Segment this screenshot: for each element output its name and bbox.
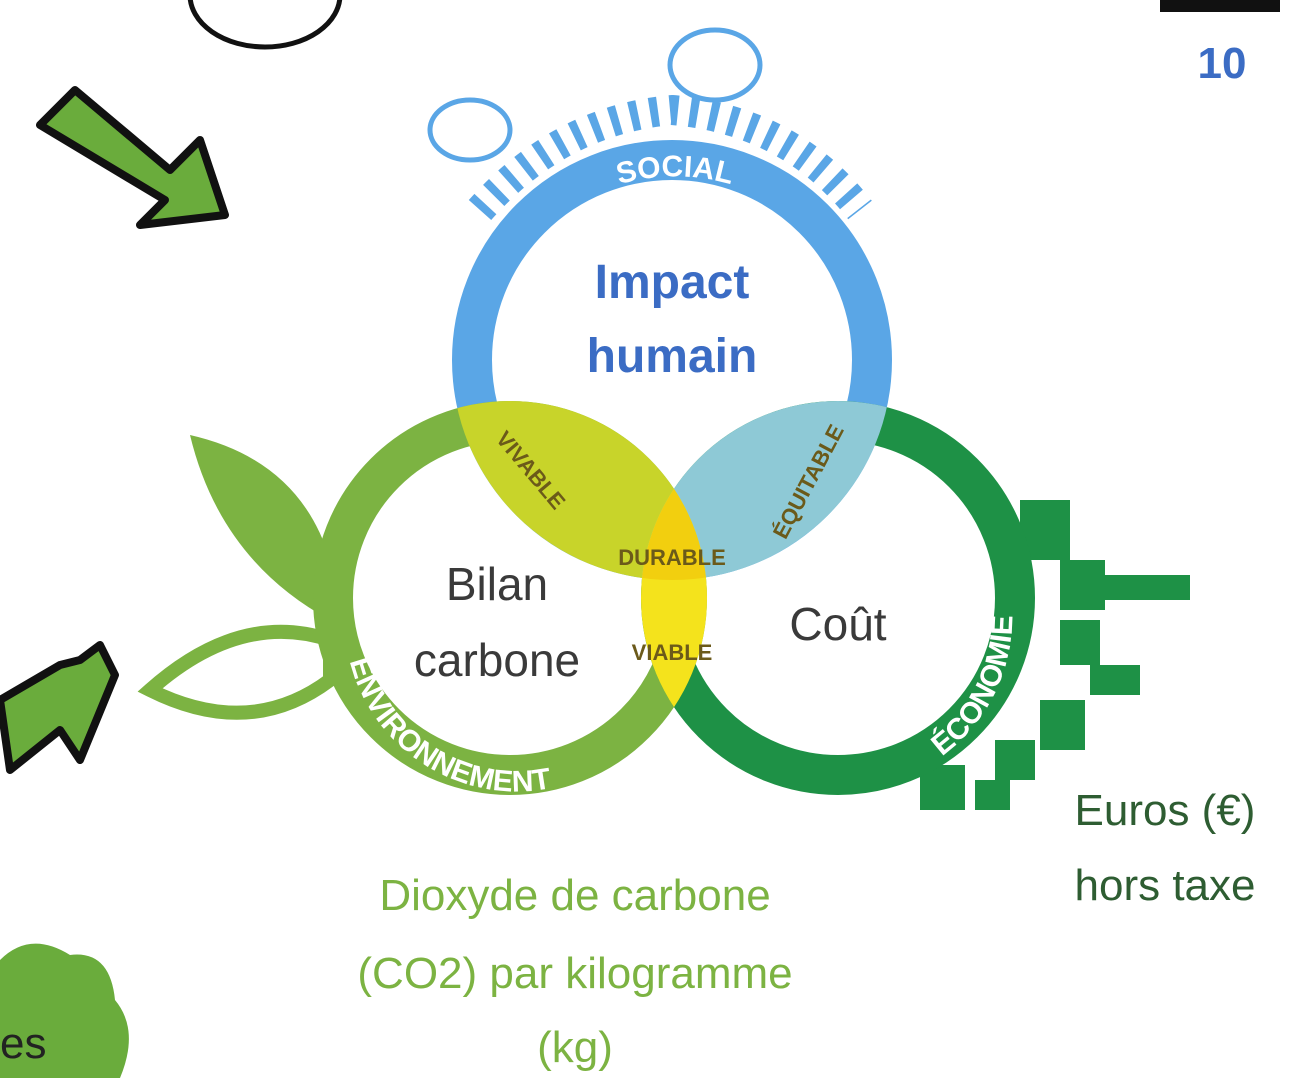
- city: [920, 500, 1190, 810]
- environment-caption: Dioxyde de carbone: [379, 871, 770, 920]
- leaf: [150, 632, 330, 713]
- environment-title: Bilan: [446, 558, 548, 610]
- bar-deco: [1160, 0, 1280, 12]
- economy-title: Coût: [789, 598, 886, 650]
- speech-bubble: [430, 100, 510, 160]
- arrow: [0, 645, 115, 770]
- leaf: [190, 435, 330, 620]
- fragment-text: es: [0, 1019, 46, 1068]
- durable-label: DURABLE: [618, 545, 726, 570]
- arrow: [40, 90, 225, 225]
- economy-caption: Euros (€): [1075, 786, 1256, 835]
- page: 10 es SOCIAL ENVIRONNEMENT ÉCONOMIE Impa…: [0, 0, 1289, 1078]
- circle-deco: [190, 0, 340, 47]
- page-number: 10: [1198, 39, 1247, 88]
- economy-caption: hors taxe: [1075, 861, 1256, 910]
- social-title: Impact: [595, 256, 750, 309]
- environment-caption: (kg): [537, 1023, 613, 1072]
- viable-label: VIABLE: [632, 640, 713, 665]
- social-title: humain: [587, 330, 758, 383]
- environment-caption: (CO2) par kilogramme: [357, 949, 792, 998]
- speech-bubble: [670, 30, 760, 100]
- environment-title: carbone: [414, 634, 580, 686]
